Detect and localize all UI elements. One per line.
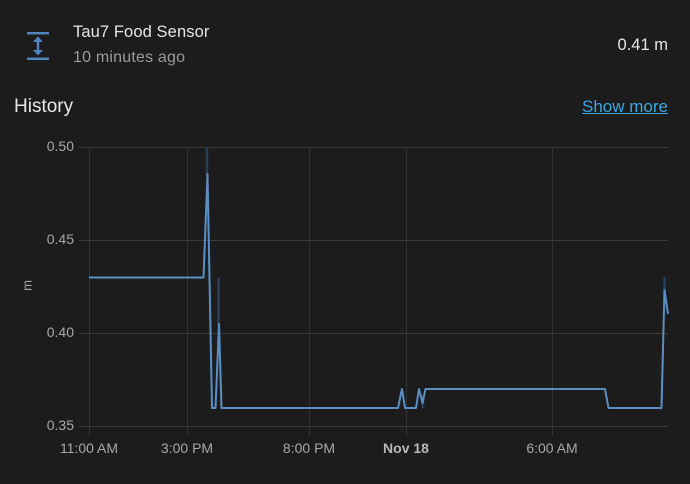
history-chart[interactable]: m 0.50 0.45 0.40 0.35 11:00 AM 3:00 PM 8… bbox=[0, 130, 690, 484]
sensor-line bbox=[89, 173, 669, 409]
show-more-link[interactable]: Show more bbox=[582, 97, 668, 116]
history-title: History bbox=[14, 96, 74, 117]
x-tick: 3:00 PM bbox=[160, 440, 214, 456]
x-gridlines bbox=[89, 147, 553, 436]
x-tick: 8:00 PM bbox=[282, 440, 336, 456]
y-tick: 0.40 bbox=[46, 324, 74, 340]
x-tick-date: Nov 18 bbox=[383, 440, 429, 456]
y-axis-label: m bbox=[19, 280, 35, 291]
y-tick: 0.50 bbox=[46, 138, 74, 154]
y-gridlines bbox=[79, 147, 668, 427]
entity-name: Tau7 Food Sensor bbox=[73, 23, 210, 41]
arrow-expand-vertical-icon bbox=[26, 32, 50, 60]
range-bars bbox=[205, 147, 666, 408]
y-tick: 0.45 bbox=[46, 231, 74, 247]
x-tick: 11:00 AM bbox=[59, 440, 119, 456]
entity-row[interactable]: Tau7 Food Sensor 10 minutes ago 0.41 m bbox=[0, 0, 690, 90]
x-tick: 6:00 AM bbox=[526, 440, 578, 456]
entity-state: 0.41 m bbox=[617, 36, 668, 54]
last-updated: 10 minutes ago bbox=[73, 49, 186, 66]
chart-plot bbox=[79, 147, 669, 436]
y-tick: 0.35 bbox=[46, 417, 74, 433]
